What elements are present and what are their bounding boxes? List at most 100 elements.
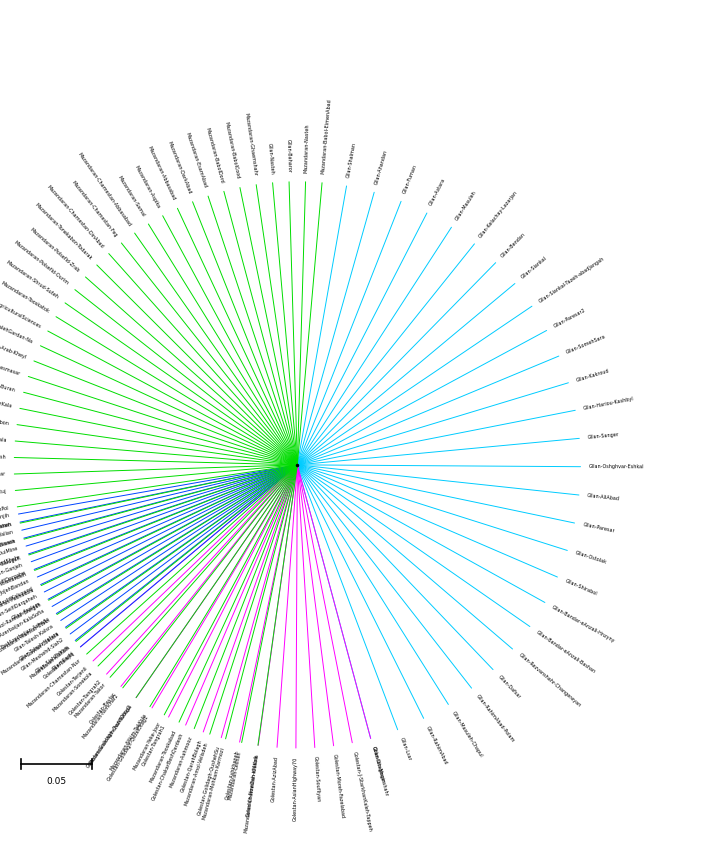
Text: Gilan-Paresar2: Gilan-Paresar2 xyxy=(553,307,587,328)
Text: Mazandaran-Chamestan-Feg: Mazandaran-Chamestan-Feg xyxy=(70,179,118,238)
Text: Golestan-Golidagh-QushehSu: Golestan-Golidagh-QushehSu xyxy=(197,745,222,816)
Text: Mazandaran-Neka-ChalehPol: Mazandaran-Neka-ChalehPol xyxy=(0,506,9,521)
Text: Mazandaran-Samal: Mazandaran-Samal xyxy=(117,175,146,218)
Text: Gilan-Ostolak: Gilan-Ostolak xyxy=(575,551,607,565)
Text: Mazandaran-Ramsar-Arab-Kheyl: Mazandaran-Ramsar-Arab-Kheyl xyxy=(0,326,27,360)
Text: Mazandaran-BabolCood: Mazandaran-BabolCood xyxy=(224,121,241,180)
Text: Gilan-Ganjeh: Gilan-Ganjeh xyxy=(0,562,24,578)
Text: Gilan-Hariou-Kashbyl: Gilan-Hariou-Kashbyl xyxy=(583,397,635,411)
Text: Gilan-Asalem: Gilan-Asalem xyxy=(11,601,42,621)
Text: Mazandaran-Mejlar: Mazandaran-Mejlar xyxy=(0,472,6,478)
Text: Gilan-Bilazen: Gilan-Bilazen xyxy=(0,521,12,533)
Text: Gilan-Masuleh: Gilan-Masuleh xyxy=(454,190,477,222)
Text: Gilan-Valian: Gilan-Valian xyxy=(0,530,14,541)
Text: Gilan-Siah2hhiye: Gilan-Siah2hhiye xyxy=(35,643,70,674)
Text: Gilan-Fuman: Gilan-Fuman xyxy=(402,164,418,194)
Text: Gilan-SomehSara: Gilan-SomehSara xyxy=(566,334,607,355)
Text: Gilan-JoJehBandan: Gilan-JoJehBandan xyxy=(0,578,30,601)
Text: Golestan-Baylar: Golestan-Baylar xyxy=(89,691,118,725)
Text: Gilan-Rezvanshahr-Changereyan: Gilan-Rezvanshahr-Changereyan xyxy=(518,653,581,708)
Text: Mazandaran-Chamestan-KiaKola: Mazandaran-Chamestan-KiaKola xyxy=(243,753,259,833)
Text: Golestan-NowDeh-eMalek: Golestan-NowDeh-eMalek xyxy=(246,753,260,817)
Text: Mazandaran-Ghaemshahr: Mazandaran-Ghaemshahr xyxy=(244,113,258,177)
Text: Mazandaran-SeifiDargaheh: Mazandaran-SeifiDargaheh xyxy=(0,593,38,628)
Text: Mazandaran-Chamestan-Abbasabad: Mazandaran-Chamestan-Abbasabad xyxy=(76,152,132,228)
Text: Golestan-QarahBolagh: Golestan-QarahBolagh xyxy=(180,740,202,793)
Text: Mazandaran-Amol-Ramsar-Shirgah: Mazandaran-Amol-Ramsar-Shirgah xyxy=(0,602,42,648)
Text: Mazandaran-Gerdesheh: Mazandaran-Gerdesheh xyxy=(0,522,13,540)
Text: Gilan-Ahandan: Gilan-Ahandan xyxy=(374,149,389,184)
Text: Mazandaran-KiaKola: Mazandaran-KiaKola xyxy=(28,645,71,680)
Text: Gilan-RahimAbad: Gilan-RahimAbad xyxy=(426,725,449,766)
Text: Mazandaran-Polsefid-Ourim: Mazandaran-Polsefid-Ourim xyxy=(13,240,70,287)
Text: Golestan-Terjenli: Golestan-Terjenli xyxy=(56,665,88,696)
Text: Golestan-MinudashtKaluxand: Golestan-MinudashtKaluxand xyxy=(0,586,34,621)
Text: EastAzerbaijan-Ashedu: EastAzerbaijan-Ashedu xyxy=(0,616,50,650)
Text: Gilan-Dafsar: Gilan-Dafsar xyxy=(497,674,522,700)
Text: Gilan-Nasteh: Gilan-Nasteh xyxy=(267,142,274,175)
Text: Mazandaran-Mohkam-Karmozi: Mazandaran-Mohkam-Karmozi xyxy=(202,746,226,820)
Text: Mazandaran-Shrud-Suteh: Mazandaran-Shrud-Suteh xyxy=(5,260,59,301)
Text: Mazandaran-Leshan: Mazandaran-Leshan xyxy=(228,750,242,800)
Text: Gilan-RahimAbad-Polam: Gilan-RahimAbad-Polam xyxy=(475,694,515,743)
Text: Gilan-Kakroud: Gilan-Kakroud xyxy=(576,368,610,383)
Text: Gilan-Otaghvar: Gilan-Otaghvar xyxy=(370,746,385,784)
Text: Gilan-Shalman: Gilan-Shalman xyxy=(346,142,357,178)
Text: Mazandaran-AmirKala: Mazandaran-AmirKala xyxy=(0,393,12,409)
Text: Mazandaran-Ramsar-Garesmasar: Mazandaran-Ramsar-Garesmasar xyxy=(0,346,21,376)
Text: Gilan-Paresar: Gilan-Paresar xyxy=(582,522,615,534)
Text: Gilan-Kashi: Gilan-Kashi xyxy=(51,650,76,672)
Text: Golestan-ZemestanyOuiMine: Golestan-ZemestanyOuiMine xyxy=(0,546,18,572)
Text: Mazandaran-Nasteh: Mazandaran-Nasteh xyxy=(303,124,309,173)
Text: Gilan-Sousara: Gilan-Sousara xyxy=(0,538,16,552)
Text: Mazandaran-Tonekabon: Mazandaran-Tonekabon xyxy=(0,413,9,426)
Text: Mazandaran-Tooskabad: Mazandaran-Tooskabad xyxy=(149,729,178,783)
Text: Mazandaran-Polsefid-Zrab: Mazandaran-Polsefid-Zrab xyxy=(29,227,81,273)
Text: Gilan-Oshghvar-Eshkal: Gilan-Oshghvar-Eshkal xyxy=(589,464,644,469)
Text: Mazandaran-Chamestan-DinAbad: Mazandaran-Chamestan-DinAbad xyxy=(46,184,105,249)
Text: EastAzerbaijan-KalaSofia: EastAzerbaijan-KalaSofia xyxy=(0,609,46,643)
Text: Mazandaran-Buran: Mazandaran-Buran xyxy=(0,376,16,392)
Text: Mazandaran-Aahmooz: Mazandaran-Aahmooz xyxy=(169,735,193,789)
Text: Gilan-Astara: Gilan-Astara xyxy=(428,178,447,207)
Text: Golestan-Tarajiq: Golestan-Tarajiq xyxy=(42,650,76,680)
Text: Mazandaran-DarkAbad: Mazandaran-DarkAbad xyxy=(166,140,192,195)
Text: Gilan-Talesh-Hafara: Gilan-Talesh-Hafara xyxy=(18,630,60,662)
Text: Gilan-Sanger: Gilan-Sanger xyxy=(588,432,620,440)
Text: Gilan-Bandar-eAnzali-Bashan: Gilan-Bandar-eAnzali-Bashan xyxy=(535,630,597,674)
Text: Golestan-Tangrah1: Golestan-Tangrah1 xyxy=(142,723,167,766)
Text: Mazandaran-Tonekabon-Todarak: Mazandaran-Tonekabon-Todarak xyxy=(33,202,93,261)
Text: Mazandaran-ShanehTarash: Mazandaran-ShanehTarash xyxy=(0,453,6,460)
Text: Golestan-J-StarkhanKaleh-Tappeh: Golestan-J-StarkhanKaleh-Tappeh xyxy=(351,751,372,831)
Text: Golestan-Neginshahr: Golestan-Neginshahr xyxy=(370,746,389,798)
Text: Mazandaran-Nimchaf-TakKola: Mazandaran-Nimchaf-TakKola xyxy=(88,703,133,766)
Text: Gilan-Shirabol: Gilan-Shirabol xyxy=(564,578,598,597)
Text: Golestan-Soufliyan: Golestan-Soufliyan xyxy=(313,756,321,802)
Text: Mazandaran-Yeke-Joor: Mazandaran-Yeke-Joor xyxy=(132,721,162,772)
Text: Mazandaran-Chamestan-Kiyakala: Mazandaran-Chamestan-Kiyakala xyxy=(0,431,7,443)
Text: Mazandaran-BabolDord: Mazandaran-BabolDord xyxy=(205,126,224,184)
Text: Mazandaran-Ramsar-Etaki: Mazandaran-Ramsar-Etaki xyxy=(0,617,51,656)
Text: Gilan-Bendan: Gilan-Bendan xyxy=(500,231,527,258)
Text: Golestan-Golidagh-QezelOtag2: Golestan-Golidagh-QezelOtag2 xyxy=(86,703,133,769)
Text: Golestan-Ashkhaneh: Golestan-Ashkhaneh xyxy=(225,750,240,800)
Text: Golestan-SeifiDargahe: Golestan-SeifiDargahe xyxy=(0,570,27,595)
Text: Mazandaran-EsamAbad: Mazandaran-EsamAbad xyxy=(185,132,207,189)
Text: Mazandaran-PainEshtuj: Mazandaran-PainEshtuj xyxy=(0,488,7,499)
Text: Gilan-AliAbad: Gilan-AliAbad xyxy=(587,494,620,502)
Text: Mazandaran-Nikim-TakKola: Mazandaran-Nikim-TakKola xyxy=(109,713,147,772)
Text: Gilan-Masuleh-Chapul: Gilan-Masuleh-Chapul xyxy=(451,710,484,759)
Text: Golestan-Moreh-Fazelabad: Golestan-Moreh-Fazelabad xyxy=(332,753,346,819)
Text: Golestan-AzizAbad: Golestan-AzizAbad xyxy=(270,756,279,802)
Text: 0.05: 0.05 xyxy=(47,777,67,786)
Text: Mazandaran-Takor: Mazandaran-Takor xyxy=(73,682,106,719)
Text: Gilan-Jirinjih: Gilan-Jirinjih xyxy=(0,513,11,523)
Text: Mazandaran-Pashakola: Mazandaran-Pashakola xyxy=(0,587,35,616)
Text: Mazandaran-Galugah: Mazandaran-Galugah xyxy=(0,555,22,577)
Text: Gilan-Kelachay-Lazarjan: Gilan-Kelachay-Lazarjan xyxy=(478,190,518,239)
Text: Gilan-Siankal: Gilan-Siankal xyxy=(520,255,548,280)
Text: Mazandaran-Chamestan-Nur: Mazandaran-Chamestan-Nur xyxy=(26,658,82,709)
Text: Gilan-Siankal-Tazeh-abadJangah: Gilan-Siankal-Tazeh-abadJangah xyxy=(537,255,605,303)
Text: Mazandaran-Tooskatok: Mazandaran-Tooskatok xyxy=(0,281,50,314)
Text: Mazandaran-Gavilar-Colicola: Mazandaran-Gavilar-Colicola xyxy=(0,631,61,675)
